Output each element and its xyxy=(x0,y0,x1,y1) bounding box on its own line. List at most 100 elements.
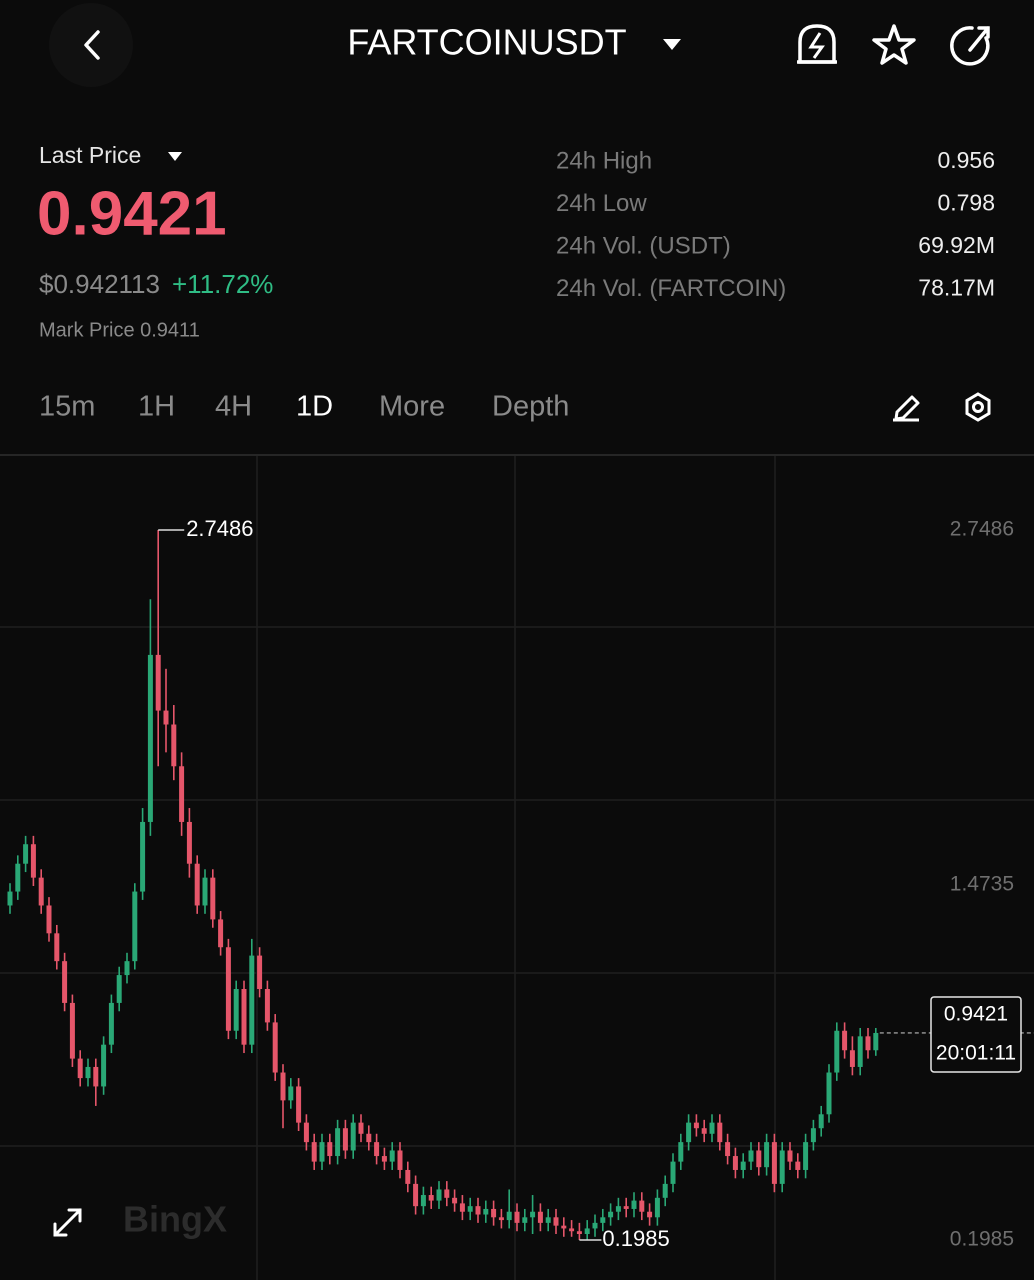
price-type-dropdown[interactable] xyxy=(168,152,182,161)
stat-value: 69.92M xyxy=(918,232,995,258)
candle-body xyxy=(615,1206,621,1212)
candle-body xyxy=(506,1211,512,1221)
candle-body xyxy=(335,1128,341,1157)
candle-body xyxy=(288,1086,294,1101)
candle-body xyxy=(725,1142,731,1157)
candle-body xyxy=(530,1211,536,1218)
stats: 24h High 0.956 24h Low 0.798 24h Vol. (USDT)… xyxy=(556,147,995,302)
interval-tab[interactable]: 15m xyxy=(39,391,95,423)
candle-body xyxy=(77,1058,83,1079)
candle-body xyxy=(483,1208,489,1215)
candle-body xyxy=(537,1211,543,1223)
favorite-icon[interactable] xyxy=(872,24,916,65)
last-price-box xyxy=(930,996,1022,1073)
symbol-dropdown[interactable] xyxy=(663,39,681,50)
candle-body xyxy=(303,1122,309,1143)
interval-tab[interactable]: More xyxy=(379,391,445,423)
candle-body xyxy=(647,1211,653,1218)
price-type[interactable]: Last Price xyxy=(39,142,141,168)
candle-body xyxy=(163,710,169,725)
candle-body xyxy=(561,1225,567,1229)
hexagon-dot xyxy=(972,401,984,413)
back-button[interactable] xyxy=(49,3,133,87)
candle-body xyxy=(748,1150,754,1162)
candle-body xyxy=(389,1150,395,1162)
candle-body xyxy=(272,1022,278,1073)
stat-value: 0.956 xyxy=(937,147,995,173)
candle-body xyxy=(701,1128,707,1134)
candle-body xyxy=(678,1142,684,1162)
candle-body xyxy=(553,1217,559,1226)
candle-body xyxy=(30,844,36,878)
last-price: 0.9421 xyxy=(37,179,227,248)
candle-body xyxy=(795,1161,801,1170)
candle-body xyxy=(592,1222,598,1229)
symbol-title[interactable]: FARTCOINUSDT xyxy=(347,22,626,63)
candle-body xyxy=(179,766,185,822)
candle-body xyxy=(194,863,200,906)
candle-body xyxy=(491,1208,497,1218)
share-icon[interactable] xyxy=(950,26,990,66)
candle-body xyxy=(132,891,138,962)
candle-body xyxy=(475,1206,481,1215)
interval-tab[interactable]: 1H xyxy=(138,391,175,423)
candle-body xyxy=(873,1032,879,1051)
candle-body xyxy=(85,1066,91,1079)
y-tick-label: 0.1985 xyxy=(950,1228,1014,1251)
fullscreen-icon[interactable] xyxy=(53,1208,82,1237)
candle-body xyxy=(210,877,216,920)
candle-body xyxy=(857,1036,863,1067)
candle-body xyxy=(545,1217,551,1223)
candle-body xyxy=(186,821,192,864)
candle-body xyxy=(116,975,122,1003)
interval-tab[interactable]: 4H xyxy=(215,391,252,423)
draw-tool-icon[interactable] xyxy=(893,395,920,422)
low-label: 0.1985 xyxy=(602,1226,669,1251)
candle-body xyxy=(670,1161,676,1184)
alert-icon[interactable] xyxy=(797,24,837,64)
back-button-bg xyxy=(49,3,133,87)
candle-body xyxy=(826,1072,832,1115)
candle-body xyxy=(171,724,177,767)
stat-value: 0.798 xyxy=(937,190,995,216)
candle-body xyxy=(147,654,153,822)
candle-body xyxy=(569,1228,575,1232)
candle-body xyxy=(779,1150,785,1184)
candle-body xyxy=(23,844,29,864)
plot: 2.7486 1.4735 0.1985 2.7486 0.1985 0.9421 20:0… xyxy=(7,516,1034,1251)
candle-body xyxy=(639,1200,645,1212)
candle-body xyxy=(662,1183,668,1198)
high-label: 2.7486 xyxy=(186,516,253,541)
stat-value: 78.17M xyxy=(918,275,995,301)
candle-body xyxy=(249,955,255,1045)
candle-body xyxy=(101,1044,107,1087)
interval-tabs: 15m 1H 4H 1D More Depth xyxy=(39,391,569,423)
candle-body xyxy=(358,1122,364,1134)
candle-body xyxy=(342,1128,348,1151)
candle-body xyxy=(69,1002,75,1059)
candle-body xyxy=(420,1195,426,1207)
interval-tab[interactable]: Depth xyxy=(492,391,569,423)
candle-body xyxy=(654,1197,660,1218)
candle-body xyxy=(818,1114,824,1129)
candle-body xyxy=(225,947,231,1031)
candle-body xyxy=(218,919,224,948)
candle-body xyxy=(771,1142,777,1184)
stat-label: 24h Vol. (USDT) xyxy=(556,232,731,259)
candle-body xyxy=(46,905,52,934)
y-tick-label: 2.7486 xyxy=(950,518,1014,541)
interval-tab[interactable]: 1D xyxy=(296,391,333,423)
candle-body xyxy=(459,1203,465,1212)
candle-body xyxy=(374,1142,380,1157)
pencil xyxy=(894,395,920,421)
share-arc xyxy=(950,26,990,66)
settings-icon[interactable] xyxy=(965,392,991,422)
candle-body xyxy=(413,1183,419,1207)
candle-body xyxy=(350,1122,356,1151)
candle-body xyxy=(810,1128,816,1143)
candle-body xyxy=(631,1200,637,1209)
candle-body xyxy=(38,877,44,906)
candle-body xyxy=(15,863,21,892)
candle-body xyxy=(264,989,270,1023)
